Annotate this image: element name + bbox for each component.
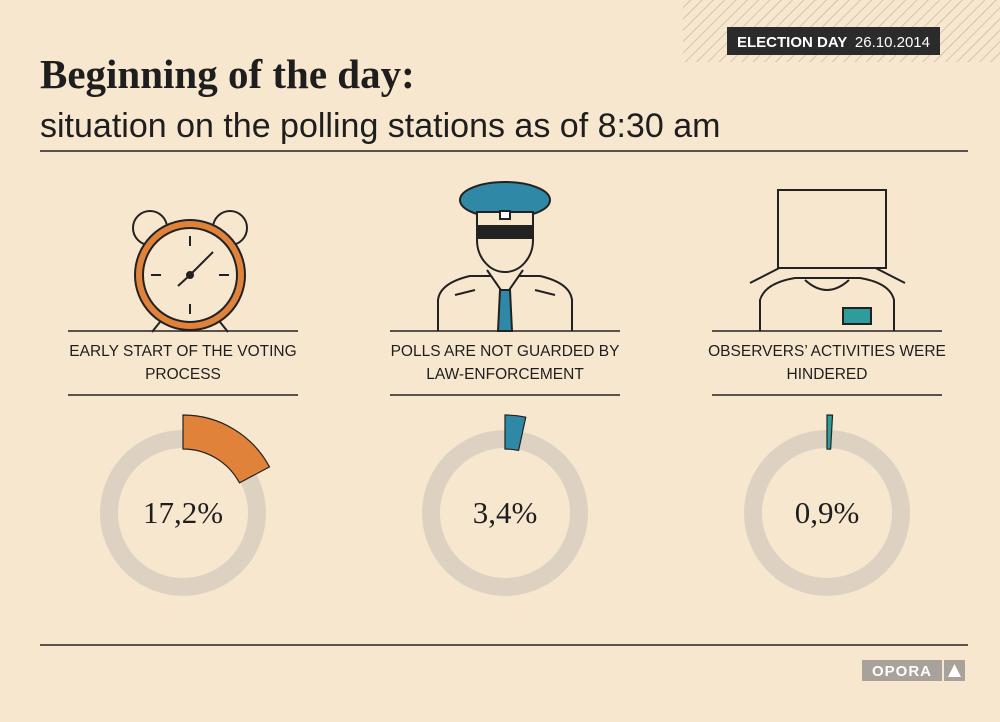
officer-icon (437, 181, 573, 332)
donut-segment (826, 414, 834, 450)
value-label: 17,2% (143, 495, 223, 530)
subtitle: situation on the polling stations as of … (40, 107, 720, 145)
title: Beginning of the day: (40, 51, 415, 97)
badge-label: ELECTION DAY (737, 34, 847, 51)
observer-icon (749, 189, 906, 331)
logo-icon (948, 664, 961, 677)
donut-segment (504, 414, 527, 452)
value-label: 3,4% (473, 495, 538, 530)
badge (727, 27, 940, 55)
donut-segment (182, 414, 271, 484)
clock-icon (132, 210, 248, 333)
value-label: 0,9% (795, 495, 860, 530)
category-label: POLLS ARE NOT GUARDED BY LAW-ENFORCEMENT (390, 343, 620, 383)
logo-box (862, 660, 942, 681)
category-label: OBSERVERS’ ACTIVITIES WERE HINDERED (708, 343, 946, 383)
badge-date: 26.10.2014 (855, 34, 930, 51)
category-label: EARLY START OF THE VOTING PROCESS (69, 343, 297, 383)
logo: OPORA (872, 663, 932, 680)
